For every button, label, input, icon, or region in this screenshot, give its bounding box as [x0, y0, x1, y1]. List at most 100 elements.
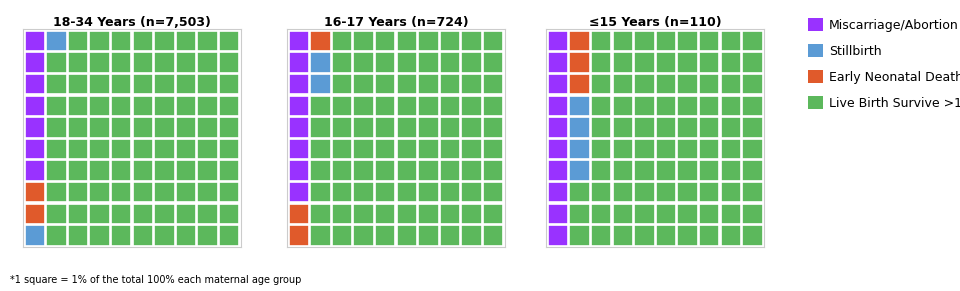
Bar: [155, 52, 175, 73]
Bar: [219, 182, 239, 203]
Bar: [699, 52, 719, 73]
Bar: [332, 139, 352, 159]
Bar: [46, 204, 66, 224]
Bar: [635, 31, 655, 51]
Bar: [375, 96, 396, 116]
Bar: [332, 31, 352, 51]
Bar: [721, 182, 741, 203]
Bar: [68, 31, 88, 51]
Bar: [176, 52, 196, 73]
Bar: [155, 182, 175, 203]
Bar: [68, 182, 88, 203]
Bar: [612, 31, 633, 51]
Bar: [332, 160, 352, 181]
Bar: [699, 117, 719, 138]
Bar: [462, 117, 482, 138]
Bar: [375, 31, 396, 51]
Bar: [310, 117, 330, 138]
Bar: [89, 225, 109, 246]
Bar: [396, 52, 417, 73]
Bar: [591, 74, 612, 94]
Bar: [656, 31, 676, 51]
Bar: [111, 31, 132, 51]
Bar: [198, 96, 218, 116]
Bar: [440, 160, 460, 181]
Bar: [656, 204, 676, 224]
Bar: [742, 96, 762, 116]
Bar: [699, 139, 719, 159]
Bar: [548, 96, 568, 116]
Bar: [25, 182, 45, 203]
Bar: [353, 96, 373, 116]
Bar: [419, 74, 439, 94]
Bar: [656, 160, 676, 181]
Bar: [111, 74, 132, 94]
Bar: [742, 225, 762, 246]
Bar: [419, 225, 439, 246]
Bar: [483, 117, 503, 138]
Bar: [656, 182, 676, 203]
Bar: [462, 52, 482, 73]
Bar: [289, 139, 309, 159]
Bar: [89, 74, 109, 94]
Bar: [198, 52, 218, 73]
Bar: [132, 31, 153, 51]
Bar: [678, 52, 698, 73]
Bar: [176, 74, 196, 94]
Bar: [591, 182, 612, 203]
Bar: [548, 52, 568, 73]
Bar: [155, 117, 175, 138]
Bar: [396, 225, 417, 246]
Bar: [332, 74, 352, 94]
Bar: [721, 160, 741, 181]
Bar: [440, 31, 460, 51]
Legend: Miscarriage/Abortion, Stillbirth, Early Neonatal Death, Live Birth Survive >1 We: Miscarriage/Abortion, Stillbirth, Early …: [808, 18, 960, 110]
Bar: [742, 160, 762, 181]
Bar: [111, 139, 132, 159]
Bar: [155, 139, 175, 159]
Bar: [198, 204, 218, 224]
Bar: [548, 117, 568, 138]
Bar: [68, 160, 88, 181]
Bar: [635, 96, 655, 116]
Bar: [310, 31, 330, 51]
Bar: [375, 160, 396, 181]
Bar: [699, 31, 719, 51]
Bar: [132, 96, 153, 116]
Bar: [721, 225, 741, 246]
Bar: [68, 204, 88, 224]
Bar: [678, 160, 698, 181]
Bar: [569, 160, 589, 181]
Bar: [68, 139, 88, 159]
Bar: [635, 117, 655, 138]
Bar: [219, 117, 239, 138]
Bar: [656, 96, 676, 116]
Bar: [198, 74, 218, 94]
Bar: [353, 182, 373, 203]
Bar: [699, 160, 719, 181]
Bar: [219, 31, 239, 51]
Bar: [219, 225, 239, 246]
Bar: [132, 74, 153, 94]
Bar: [419, 139, 439, 159]
Bar: [176, 31, 196, 51]
Bar: [699, 74, 719, 94]
Bar: [310, 160, 330, 181]
Bar: [462, 160, 482, 181]
Bar: [742, 204, 762, 224]
Bar: [721, 52, 741, 73]
Bar: [548, 182, 568, 203]
Bar: [396, 74, 417, 94]
Bar: [353, 225, 373, 246]
Title: ≤15 Years (n=110): ≤15 Years (n=110): [588, 16, 722, 29]
Bar: [68, 74, 88, 94]
Bar: [332, 225, 352, 246]
Bar: [46, 225, 66, 246]
Bar: [635, 204, 655, 224]
Bar: [375, 52, 396, 73]
Bar: [89, 52, 109, 73]
Bar: [419, 117, 439, 138]
Bar: [548, 31, 568, 51]
Bar: [68, 117, 88, 138]
Bar: [68, 52, 88, 73]
